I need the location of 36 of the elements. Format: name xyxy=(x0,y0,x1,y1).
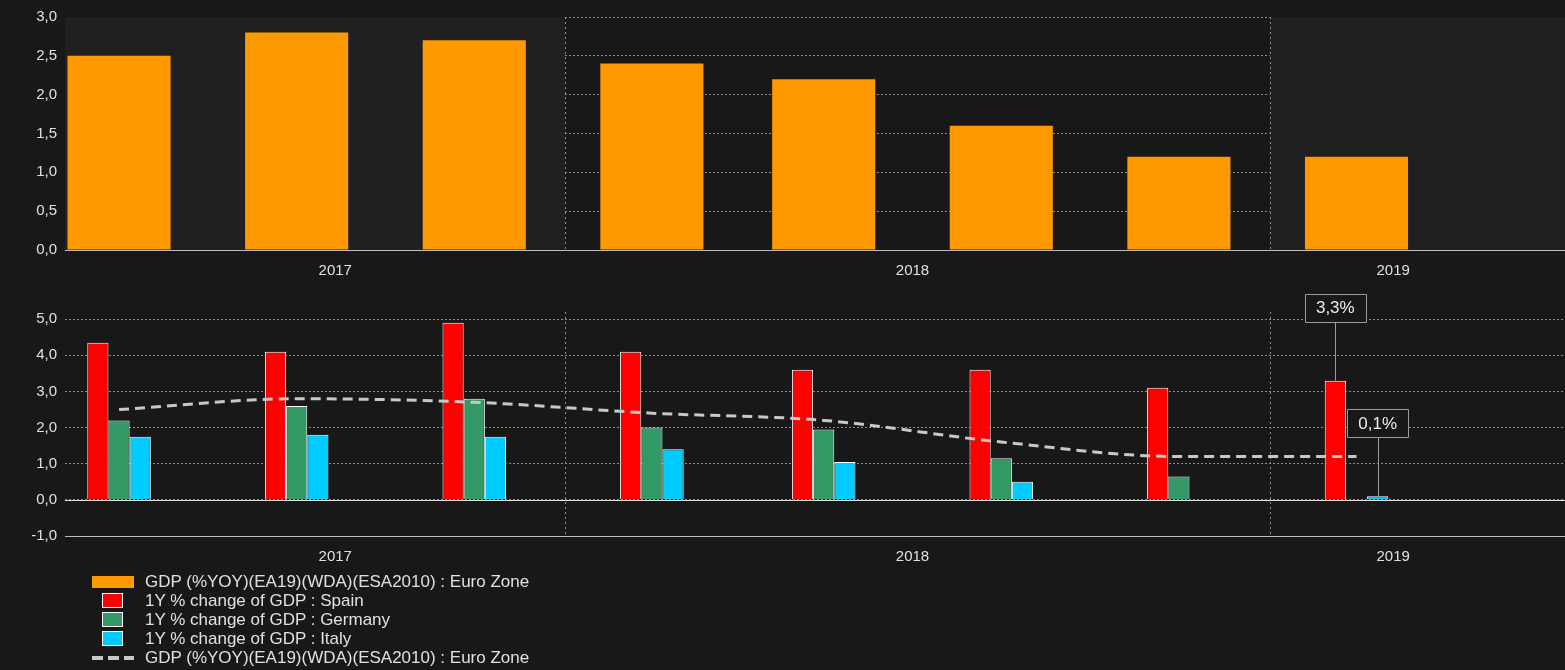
legend-label: 1Y % change of GDP : Spain xyxy=(145,591,364,610)
x-tick-label: 2018 xyxy=(895,547,930,565)
y-tick-label: 0,5 xyxy=(36,201,57,219)
bar xyxy=(772,79,876,250)
data-label: 3,3% xyxy=(1315,298,1355,318)
bar xyxy=(67,55,171,250)
x-tick-label: 2019 xyxy=(1376,547,1410,565)
y-tick-label: 3,0 xyxy=(36,381,57,399)
x-tick-label: 2019 xyxy=(1376,261,1410,279)
y-tick-label: 0,0 xyxy=(36,490,57,508)
bar xyxy=(245,32,349,250)
bar xyxy=(949,125,1053,250)
y-tick-label: 3,0 xyxy=(36,7,57,25)
y-tick-label: -1,0 xyxy=(31,526,57,544)
data-label: 0,1% xyxy=(1358,413,1398,433)
y-tick-label: 0,0 xyxy=(36,240,57,258)
bar xyxy=(422,40,526,250)
y-tick-label: 1,0 xyxy=(36,162,57,180)
y-tick-label: 1,5 xyxy=(36,123,57,141)
x-tick-label: 2017 xyxy=(318,547,352,565)
x-tick-label: 2017 xyxy=(318,261,352,279)
y-tick-label: 2,5 xyxy=(36,45,57,63)
legend-label: GDP (%YOY)(EA19)(WDA)(ESA2010) : Euro Zone xyxy=(145,572,530,591)
bar xyxy=(600,63,704,250)
y-tick-label: 5,0 xyxy=(36,309,57,327)
legend-label: 1Y % change of GDP : Germany xyxy=(145,610,391,629)
bar xyxy=(1127,156,1231,250)
line-series xyxy=(117,397,1359,459)
y-tick-label: 2,0 xyxy=(36,84,57,102)
bar xyxy=(1304,156,1409,250)
y-tick-label: 1,0 xyxy=(36,453,57,471)
x-tick-label: 2018 xyxy=(895,261,930,279)
y-tick-label: 2,0 xyxy=(36,417,57,435)
y-tick-label: 4,0 xyxy=(36,345,57,363)
legend-label: 1Y % change of GDP : Italy xyxy=(145,629,352,648)
legend-label: GDP (%YOY)(EA19)(WDA)(ESA2010) : Euro Zone xyxy=(145,648,530,667)
